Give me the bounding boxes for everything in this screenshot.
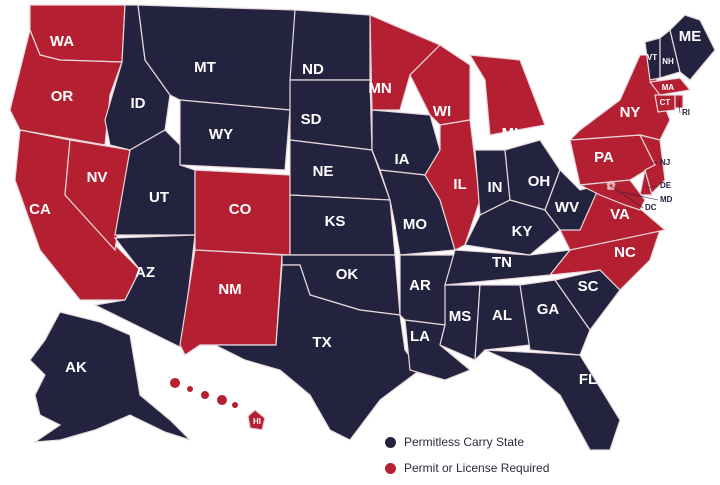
state-or xyxy=(9,28,123,146)
state-label: UT xyxy=(149,189,169,206)
state-label: SD xyxy=(301,111,322,128)
state-label: ME xyxy=(679,28,702,45)
hawaii-island xyxy=(170,378,180,388)
state-label: MO xyxy=(403,216,427,233)
state-label: LA xyxy=(410,328,430,345)
state-label: SC xyxy=(578,278,599,295)
state-fl xyxy=(484,349,621,451)
state-label: MI xyxy=(502,125,519,142)
state-label: RI xyxy=(682,108,690,117)
state-label: HI xyxy=(253,417,261,426)
permit-swatch-icon xyxy=(385,462,396,474)
state-label: MD xyxy=(660,195,673,204)
state-label: MA xyxy=(662,83,675,92)
state-label: FL xyxy=(579,371,597,388)
state-label: WI xyxy=(433,103,451,120)
state-nv xyxy=(64,139,131,252)
state-ct xyxy=(654,94,676,113)
leader-line xyxy=(621,191,659,201)
state-label: DE xyxy=(660,181,672,190)
state-label: GA xyxy=(537,301,560,318)
state-label: IN xyxy=(488,179,503,196)
state-label: NJ xyxy=(660,158,670,167)
state-label: NC xyxy=(614,244,636,261)
state-label: VA xyxy=(610,206,630,223)
leader-line xyxy=(651,161,659,164)
state-wa xyxy=(29,4,126,63)
state-wy xyxy=(179,99,291,171)
legend: Permitless Carry State Permit or License… xyxy=(385,432,549,484)
legend-label: Permit or License Required xyxy=(404,461,550,475)
state-hi xyxy=(247,409,266,431)
state-label: IL xyxy=(453,176,466,193)
state-label: ID xyxy=(131,95,146,112)
state-ga xyxy=(519,279,591,356)
state-label: MT xyxy=(194,59,216,76)
leader-line xyxy=(645,185,659,189)
permitless-swatch-icon xyxy=(385,436,396,448)
state-tx xyxy=(214,264,421,441)
state-label: AZ xyxy=(135,264,155,281)
state-label: NM xyxy=(218,281,241,298)
state-label: KY xyxy=(512,223,533,240)
state-md xyxy=(577,179,646,211)
state-label: CO xyxy=(229,201,252,218)
state-label: NH xyxy=(662,57,674,66)
state-nm xyxy=(179,249,283,356)
state-ut xyxy=(114,129,196,236)
hawaii-island xyxy=(187,386,193,392)
state-label: DC xyxy=(645,203,657,212)
state-mn xyxy=(369,14,442,111)
state-me xyxy=(669,14,716,81)
state-label: PA xyxy=(594,149,614,166)
state-label: OH xyxy=(528,173,551,190)
state-label: AL xyxy=(492,307,512,324)
state-label: WA xyxy=(50,33,74,50)
state-label: TX xyxy=(312,334,331,351)
state-label: ND xyxy=(302,61,324,78)
hawaii-island xyxy=(232,402,238,408)
leader-line xyxy=(610,185,644,209)
state-de xyxy=(639,169,653,196)
state-al xyxy=(474,284,531,362)
state-label: IA xyxy=(395,151,410,168)
state-ms xyxy=(439,284,481,361)
legend-item-permitless: Permitless Carry State xyxy=(385,432,549,452)
hawaii-island xyxy=(217,395,227,405)
state-label: NV xyxy=(87,169,108,186)
state-label: NY xyxy=(620,104,641,121)
leader-line xyxy=(678,100,681,114)
state-label: MS xyxy=(449,308,472,325)
state-ak xyxy=(29,311,191,443)
state-label: OK xyxy=(336,266,359,283)
state-label: KS xyxy=(325,213,346,230)
state-ma xyxy=(648,77,692,96)
state-label: WY xyxy=(209,126,233,143)
state-label: VT xyxy=(647,53,657,62)
state-mi xyxy=(468,54,546,136)
state-label: MN xyxy=(368,80,391,97)
state-label: AR xyxy=(409,277,431,294)
state-label: TN xyxy=(492,254,512,271)
legend-label: Permitless Carry State xyxy=(404,435,525,449)
state-label: WV xyxy=(555,199,579,216)
state-label: CA xyxy=(29,201,51,218)
state-label: AK xyxy=(65,359,87,376)
state-label: CT xyxy=(660,98,671,107)
hawaii-island xyxy=(201,391,209,399)
state-label: OR xyxy=(51,88,74,105)
legend-item-permit: Permit or License Required xyxy=(385,458,549,478)
state-label: NE xyxy=(313,163,334,180)
